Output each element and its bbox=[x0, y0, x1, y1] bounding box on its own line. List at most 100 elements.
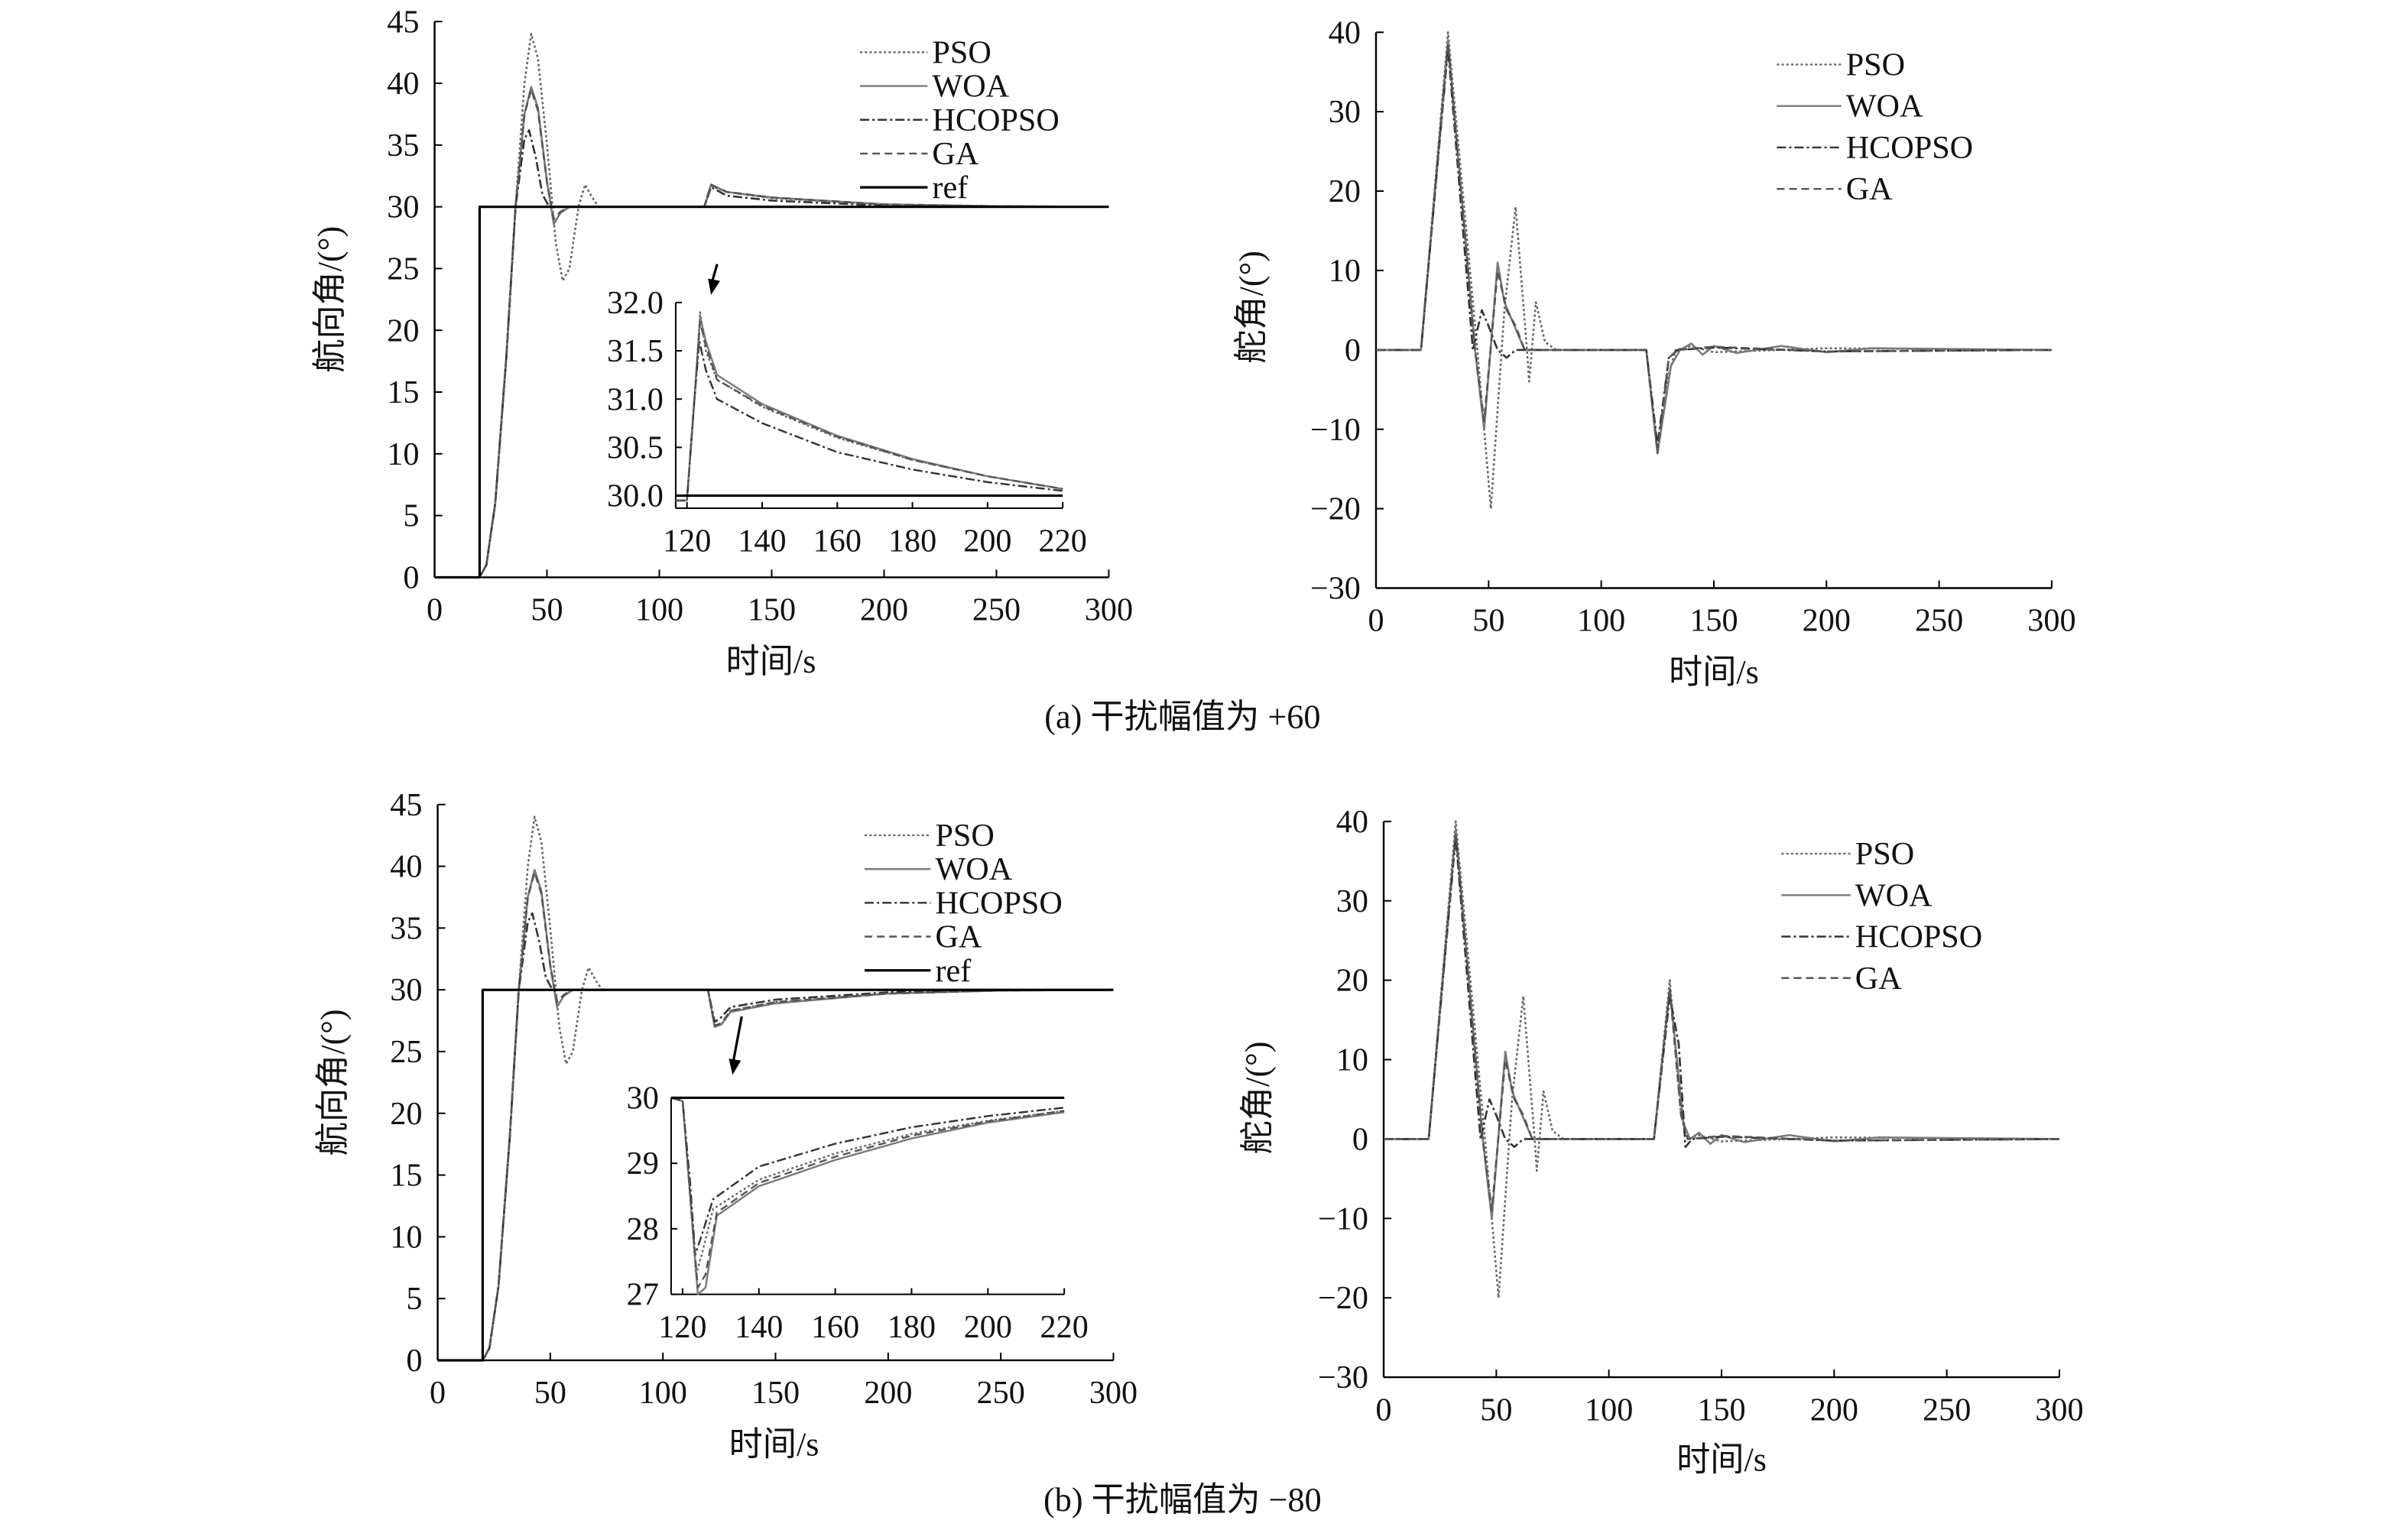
y-tick-label: 0 bbox=[1345, 332, 1361, 368]
caption-a: (a) 干扰幅值为 +60 bbox=[1044, 698, 1320, 735]
arrow-head-icon bbox=[708, 278, 720, 295]
chart-2: 0 50 100 150 200 250 300 −30 −20 −10 0 10 20 30 40 时间/s… bbox=[1232, 15, 2075, 691]
x-tick-label: 100 bbox=[1577, 603, 1625, 639]
legend-label-pso: PSO bbox=[1855, 836, 1914, 872]
y-tick-label: 40 bbox=[1336, 804, 1368, 840]
y-tick-label: −30 bbox=[1310, 571, 1361, 607]
x-tick-label: 300 bbox=[2035, 1392, 2083, 1428]
x-tick-label: 300 bbox=[1085, 592, 1133, 628]
x-tick-label: 0 bbox=[430, 1375, 446, 1411]
y-tick-label: 35 bbox=[387, 128, 419, 164]
series-line-hcopso bbox=[1384, 836, 2059, 1149]
inset-y-tick-label: 31.5 bbox=[607, 333, 664, 369]
y-tick-label: 45 bbox=[387, 4, 419, 40]
legend: PSO WOA HCOPSO GA bbox=[1781, 836, 1982, 997]
chart-4: 0 50 100 150 200 250 300 −30 −20 −10 0 10 20 30 40 时间/s… bbox=[1238, 804, 2083, 1479]
legend-label-woa: WOA bbox=[932, 69, 1009, 105]
y-tick-label: 25 bbox=[390, 1034, 422, 1070]
x-tick-label: 200 bbox=[1803, 603, 1851, 639]
y-tick-label: 10 bbox=[1336, 1042, 1368, 1078]
series-line-pso bbox=[437, 815, 1114, 1362]
x-tick-label: 250 bbox=[977, 1375, 1025, 1411]
series-line-ref bbox=[437, 988, 1114, 1362]
y-tick-label: −20 bbox=[1318, 1280, 1368, 1316]
y-tick-label: 10 bbox=[1329, 253, 1361, 289]
x-tick-label: 200 bbox=[864, 1375, 912, 1411]
y-tick-label: 30 bbox=[390, 972, 422, 1008]
inset-x-tick-label: 120 bbox=[658, 1309, 706, 1345]
y-tick-label: 40 bbox=[387, 66, 419, 102]
x-tick-label: 300 bbox=[1089, 1375, 1137, 1411]
x-axis-label: 时间/s bbox=[1669, 653, 1759, 691]
x-axis-label: 时间/s bbox=[729, 1426, 819, 1464]
y-tick-label: 40 bbox=[1329, 15, 1361, 50]
legend-label-hcopso: HCOPSO bbox=[935, 885, 1062, 921]
x-tick-label: 100 bbox=[1585, 1392, 1633, 1428]
y-tick-label: 5 bbox=[403, 498, 419, 534]
x-tick-label: 150 bbox=[748, 592, 796, 628]
zoom-arrow-icon bbox=[731, 1016, 743, 1066]
y-tick-label: 20 bbox=[1329, 173, 1361, 209]
y-tick-label: 0 bbox=[403, 559, 419, 595]
y-axis-label: 航向角/(°) bbox=[311, 226, 349, 373]
legend-label-hcopso: HCOPSO bbox=[932, 102, 1059, 138]
y-tick-label: 30 bbox=[387, 190, 419, 225]
x-tick-label: 200 bbox=[860, 592, 908, 628]
inset-x-tick-label: 160 bbox=[813, 523, 862, 559]
inset-y-tick-label: 28 bbox=[627, 1211, 659, 1247]
legend: PSO WOA HCOPSO GA bbox=[1777, 47, 1973, 207]
inset-y-tick-label: 32.0 bbox=[607, 285, 664, 321]
inset-x-tick-label: 140 bbox=[735, 1309, 783, 1345]
inset-y-tick-label: 30.5 bbox=[607, 430, 664, 465]
y-tick-label: 30 bbox=[1329, 94, 1361, 130]
series-line-ga bbox=[437, 871, 1114, 1362]
x-tick-label: 0 bbox=[1375, 1392, 1391, 1428]
series-line-ga bbox=[434, 88, 1109, 579]
series-line-ga bbox=[1384, 832, 2059, 1212]
inset-y-tick-label: 30 bbox=[627, 1081, 659, 1117]
inset-x-tick-label: 200 bbox=[963, 523, 1011, 559]
chart-1: 0 50 100 150 200 250 300 0 5 10 15 20 25 30 35 40 45 时间/s… bbox=[311, 4, 1133, 680]
inset-y-tick-label: 29 bbox=[627, 1146, 659, 1182]
x-tick-label: 150 bbox=[751, 1375, 800, 1411]
inset-x-tick-label: 120 bbox=[663, 523, 711, 559]
inset-x-tick-label: 220 bbox=[1040, 1309, 1089, 1345]
y-tick-label: −20 bbox=[1310, 491, 1361, 527]
y-tick-label: 20 bbox=[387, 313, 419, 348]
x-tick-label: 150 bbox=[1689, 603, 1738, 639]
y-tick-label: 20 bbox=[1336, 963, 1368, 999]
inset-x-tick-label: 180 bbox=[888, 523, 936, 559]
legend-label-woa: WOA bbox=[935, 851, 1012, 887]
inset-zoom-plot: 120 140 160 180 200 220 27 28 29 30 bbox=[627, 1081, 1089, 1345]
y-tick-label: −30 bbox=[1318, 1360, 1368, 1395]
series-line-woa bbox=[437, 869, 1114, 1362]
inset-y-tick-label: 30.0 bbox=[607, 478, 664, 514]
y-axis-label: 航向角/(°) bbox=[314, 1009, 352, 1156]
x-axis-label: 时间/s bbox=[726, 643, 816, 680]
y-axis-label: 舵角/(°) bbox=[1232, 251, 1270, 364]
y-tick-label: 15 bbox=[387, 374, 419, 410]
legend-label-hcopso: HCOPSO bbox=[1855, 919, 1982, 955]
legend-label-ref: ref bbox=[935, 953, 972, 989]
y-tick-label: −10 bbox=[1310, 412, 1361, 448]
y-tick-label: 30 bbox=[1336, 883, 1368, 919]
legend-label-woa: WOA bbox=[1855, 877, 1933, 913]
legend-label-pso: PSO bbox=[932, 34, 991, 70]
x-tick-label: 0 bbox=[427, 592, 443, 628]
y-tick-label: 40 bbox=[390, 849, 422, 885]
series-line-ga bbox=[1376, 43, 2052, 455]
x-tick-label: 100 bbox=[635, 592, 683, 628]
inset-x-tick-label: 220 bbox=[1039, 523, 1087, 559]
y-tick-label: 0 bbox=[1352, 1121, 1368, 1157]
series-line-pso bbox=[670, 1097, 1065, 1276]
legend-label-ga: GA bbox=[932, 136, 978, 172]
inset-x-tick-label: 200 bbox=[964, 1309, 1012, 1345]
x-tick-label: 250 bbox=[1923, 1392, 1971, 1428]
caption-b: (b) 干扰幅值为 −80 bbox=[1043, 1481, 1322, 1519]
x-tick-label: 50 bbox=[531, 592, 563, 628]
y-tick-label: 20 bbox=[390, 1096, 422, 1132]
x-tick-label: 50 bbox=[1480, 1392, 1512, 1428]
